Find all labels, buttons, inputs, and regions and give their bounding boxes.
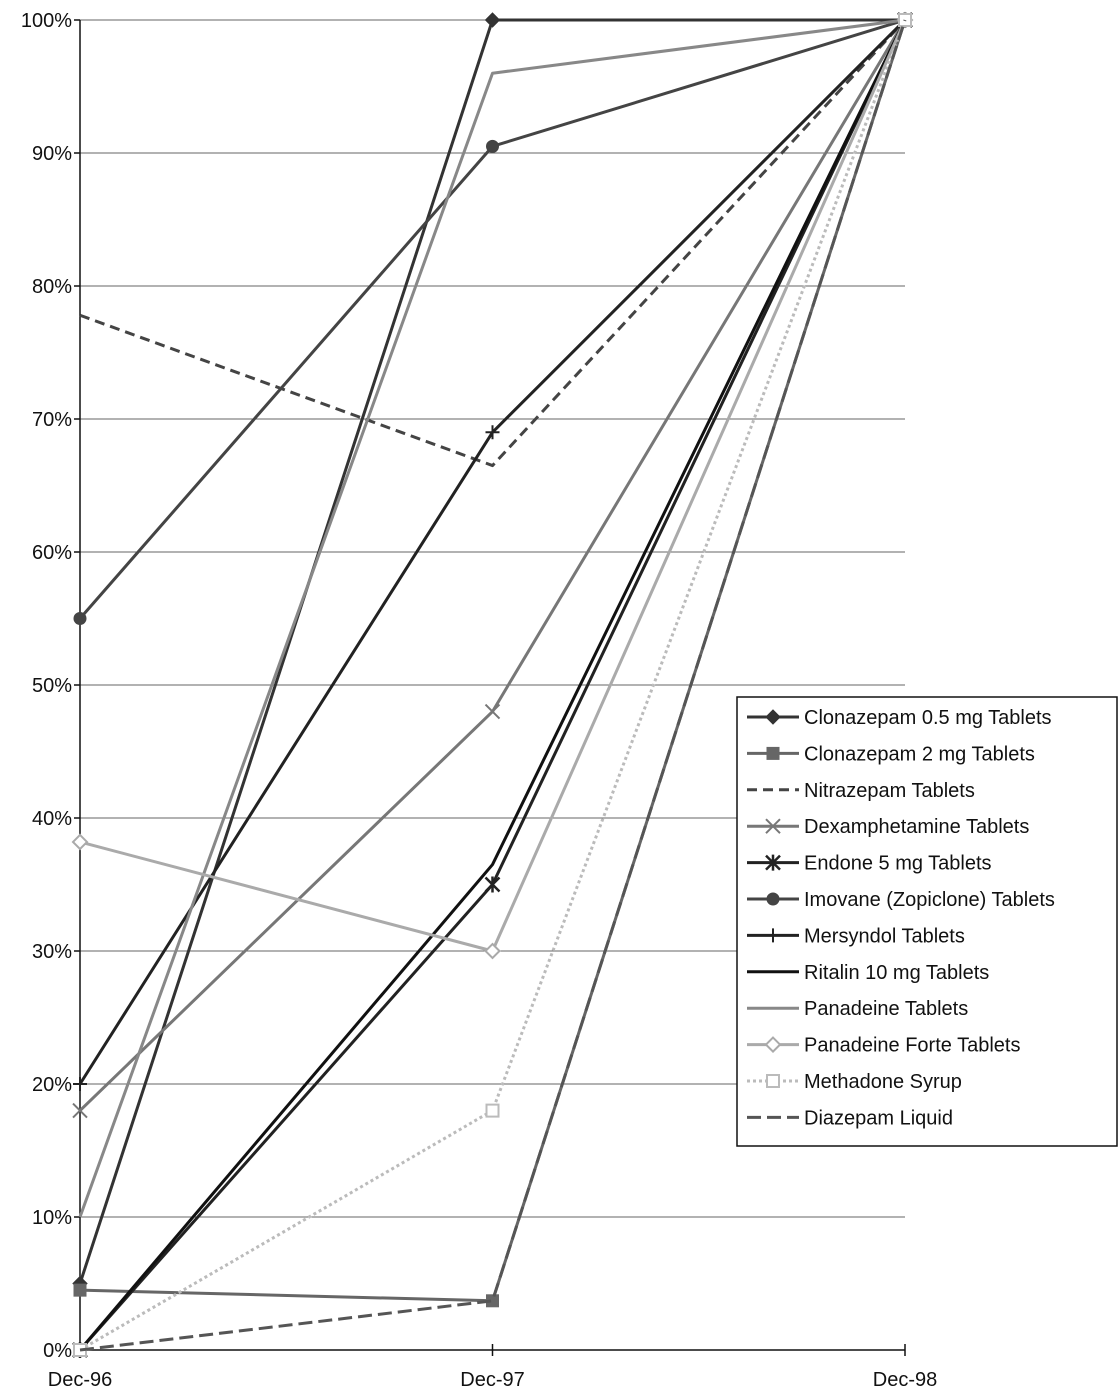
legend-label: Nitrazepam Tablets <box>804 780 975 802</box>
legend-marker <box>764 1036 782 1054</box>
data-point <box>73 612 87 625</box>
legend-marker <box>766 928 780 943</box>
data-point <box>72 1102 88 1119</box>
legend-marker <box>765 818 781 834</box>
y-tick-label: 60% <box>32 542 72 564</box>
legend-item: Imovane (Zopiclone) Tablets <box>747 889 1055 911</box>
series-2 <box>79 18 907 468</box>
series-layer <box>71 11 914 1358</box>
legend-label: Ritalin 10 mg Tablets <box>804 962 989 984</box>
legend-marker <box>765 854 781 871</box>
series-line <box>79 19 907 1352</box>
series-5 <box>73 13 912 625</box>
legend-box <box>736 696 1118 1147</box>
series-line <box>78 19 907 1351</box>
legend-label: Mersyndol Tablets <box>804 925 965 947</box>
legend-label: Panadeine Forte Tablets <box>804 1035 1020 1057</box>
legend-item: Clonazepam 0.5 mg Tablets <box>747 707 1052 729</box>
x-tick-label: Dec-97 <box>460 1369 524 1391</box>
series-line <box>79 18 907 468</box>
y-tick-label: 100% <box>21 10 72 32</box>
series-line <box>78 18 906 1218</box>
legend-item: Clonazepam 2 mg Tablets <box>747 743 1035 765</box>
data-point <box>484 703 501 720</box>
legend-item: Diazepam Liquid <box>747 1107 953 1129</box>
legend-marker <box>766 746 780 760</box>
y-tick-label: 0% <box>43 1340 72 1362</box>
legend-item: Mersyndol Tablets <box>747 925 965 947</box>
legend-label: Clonazepam 0.5 mg Tablets <box>804 707 1052 729</box>
series-10 <box>73 13 912 1357</box>
y-tick-label: 50% <box>32 675 72 697</box>
x-tick-label: Dec-96 <box>48 1369 112 1391</box>
legend-label: Dexamphetamine Tablets <box>804 816 1029 838</box>
series-7 <box>78 19 907 1351</box>
data-point <box>73 1283 87 1297</box>
y-tick-label: 40% <box>32 808 72 830</box>
y-tick-label: 70% <box>32 409 72 431</box>
legend-marker <box>766 892 780 906</box>
y-tick-label: 20% <box>32 1074 72 1096</box>
series-8 <box>78 18 906 1218</box>
legend-item: Panadeine Forte Tablets <box>747 1035 1020 1057</box>
legend-item: Methadone Syrup <box>747 1071 962 1093</box>
legend-label: Imovane (Zopiclone) Tablets <box>804 889 1055 911</box>
legend-item: Panadeine Tablets <box>747 998 968 1020</box>
legend-item: Ritalin 10 mg Tablets <box>747 962 989 984</box>
y-tick-label: 10% <box>32 1207 72 1229</box>
legend-label: Panadeine Tablets <box>804 998 968 1020</box>
legend: Clonazepam 0.5 mg Tablets Clonazepam 2 mg… <box>736 696 1118 1147</box>
legend-marker <box>766 1074 780 1088</box>
data-point <box>484 942 501 960</box>
y-tick-label: 80% <box>32 276 72 298</box>
legend-label: Methadone Syrup <box>804 1071 962 1093</box>
legend-item: Endone 5 mg Tablets <box>747 853 992 875</box>
axis-layer: 0% 10% 20% 30% 40% 50% 60% 70% 80% 90% 100% Dec-96 D… <box>21 10 937 1391</box>
series-11 <box>79 19 907 1352</box>
legend-label: Diazepam Liquid <box>804 1107 953 1129</box>
legend-label: Clonazepam 2 mg Tablets <box>804 743 1035 765</box>
legend-item: Nitrazepam Tablets <box>747 780 975 802</box>
legend-label: Endone 5 mg Tablets <box>804 853 992 875</box>
x-tick-label: Dec-98 <box>873 1369 937 1391</box>
data-point <box>73 1077 87 1091</box>
data-point <box>71 833 89 851</box>
data-point <box>486 139 499 153</box>
legend-item: Dexamphetamine Tablets <box>747 816 1029 838</box>
data-point <box>485 1103 500 1118</box>
legend-marker <box>765 709 781 725</box>
series-line <box>78 18 906 620</box>
data-point <box>484 876 501 893</box>
data-point <box>484 12 501 28</box>
y-tick-label: 90% <box>32 143 72 165</box>
data-point <box>485 425 500 440</box>
y-tick-label: 30% <box>32 941 72 963</box>
